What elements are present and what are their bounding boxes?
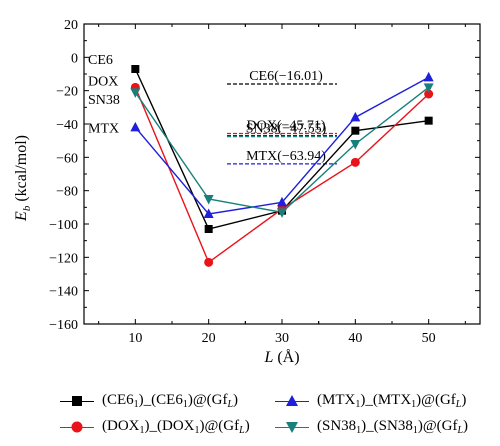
x-tick-label: 20 — [202, 331, 216, 346]
binding-energy-chart: CE6(−16.01) DOX(−45.71)SN38(−47.55) MTX(−6… — [13, 18, 481, 366]
legend-swatch-sn38 — [275, 420, 309, 434]
start-label-1: DOX — [88, 75, 118, 90]
data-point-sn38 — [203, 195, 214, 205]
legend-item-dox: (DOX 1)_(DOX 1)@(Gf L) — [60, 418, 250, 436]
legend-swatch-mtx — [275, 394, 309, 408]
y-tick-label: −40 — [56, 118, 78, 133]
data-point-mtx — [203, 208, 214, 218]
y-tick-label: −100 — [49, 218, 78, 233]
y-axis-label: Eb (kcal/mol) — [13, 135, 33, 222]
y-tick-label: −80 — [56, 185, 78, 200]
legend-swatch-dox — [60, 420, 94, 434]
y-tick-label: 0 — [71, 51, 78, 66]
data-point-ce6 — [351, 126, 360, 135]
series-line-dox — [134, 87, 430, 264]
y-tick-label: 20 — [64, 18, 78, 33]
chart-legend: (CE6 1)_(CE6 1)@(Gf L) (MTX 1)_(MTX 1)@(Gf L) … — [0, 384, 500, 446]
x-tick-label: 10 — [128, 331, 142, 346]
start-label-0: CE6 — [88, 53, 113, 68]
x-tick-label: 40 — [348, 331, 362, 346]
data-point-dox — [204, 257, 214, 267]
y-tick-label: −20 — [56, 85, 78, 100]
data-point-mtx — [350, 111, 361, 122]
data-point-dox — [350, 157, 360, 167]
data-point-mtx — [423, 71, 434, 82]
data-point-mtx — [277, 196, 287, 207]
y-tick-label: −140 — [49, 285, 78, 300]
start-label-2: SN38 — [88, 93, 120, 108]
reference-label-0: CE6(−16.01) — [249, 69, 323, 84]
y-tick-label: −120 — [49, 251, 78, 266]
y-tick-label: −160 — [49, 318, 78, 333]
x-axis-label: L (Å) — [263, 348, 299, 366]
legend-item-ce6: (CE6 1)_(CE6 1)@(Gf L) — [60, 392, 238, 410]
reference-label-2: SN38(−47.55) — [246, 122, 327, 137]
legend-item-sn38: (SN38 1)_(SN38 1)@(Gf L) — [275, 418, 468, 436]
legend-item-mtx: (MTX 1)_(MTX 1)@(Gf L) — [275, 392, 466, 410]
reference-label-1: DOX(−45.71) — [246, 119, 325, 134]
data-point-ce6 — [131, 65, 140, 73]
legend-swatch-ce6 — [60, 394, 94, 408]
data-point-mtx — [130, 121, 141, 132]
data-point-sn38 — [277, 208, 287, 218]
start-label-3: MTX — [88, 121, 119, 136]
reference-label-3: MTX(−63.94) — [246, 149, 326, 164]
y-tick-label: −60 — [56, 151, 78, 166]
data-point-sn38 — [130, 88, 141, 98]
data-point-ce6 — [204, 225, 213, 233]
data-point-sn38 — [350, 140, 361, 150]
x-tick-label: 30 — [275, 331, 289, 346]
data-point-ce6 — [424, 116, 433, 125]
data-point-sn38 — [423, 83, 434, 93]
data-point-dox — [424, 89, 434, 99]
x-tick-label: 50 — [422, 331, 436, 346]
